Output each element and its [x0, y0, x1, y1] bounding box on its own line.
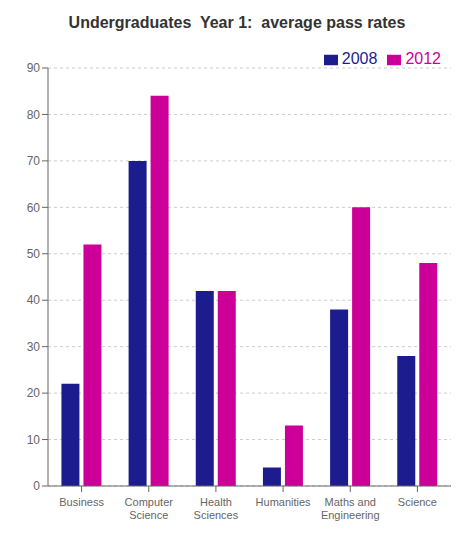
svg-text:40: 40 [27, 293, 41, 307]
html-text:2012: 2012 [405, 50, 441, 67]
svg-text:50: 50 [27, 247, 41, 261]
svg-text:0: 0 [33, 479, 40, 493]
svg-text:ComputerScience: ComputerScience [125, 496, 174, 521]
svg-text:20: 20 [27, 386, 41, 400]
svg-text:Business: Business [59, 496, 104, 508]
svg-text:80: 80 [27, 108, 41, 122]
svg-text:HealthSciences: HealthSciences [194, 496, 239, 521]
svg-text:30: 30 [27, 340, 41, 354]
svg-text:90: 90 [27, 61, 41, 75]
svg-text:Maths andEngineering: Maths andEngineering [321, 496, 380, 521]
svg-text:Science: Science [398, 496, 437, 508]
svg-text:60: 60 [27, 201, 41, 215]
html-text:Undergraduates Year 1: average: Undergraduates Year 1: average pass rate… [68, 14, 406, 31]
html-text:2008: 2008 [341, 50, 378, 67]
svg-text:70: 70 [27, 154, 41, 168]
svg-text:10: 10 [27, 433, 41, 447]
svg-text:Humanities: Humanities [256, 496, 312, 508]
